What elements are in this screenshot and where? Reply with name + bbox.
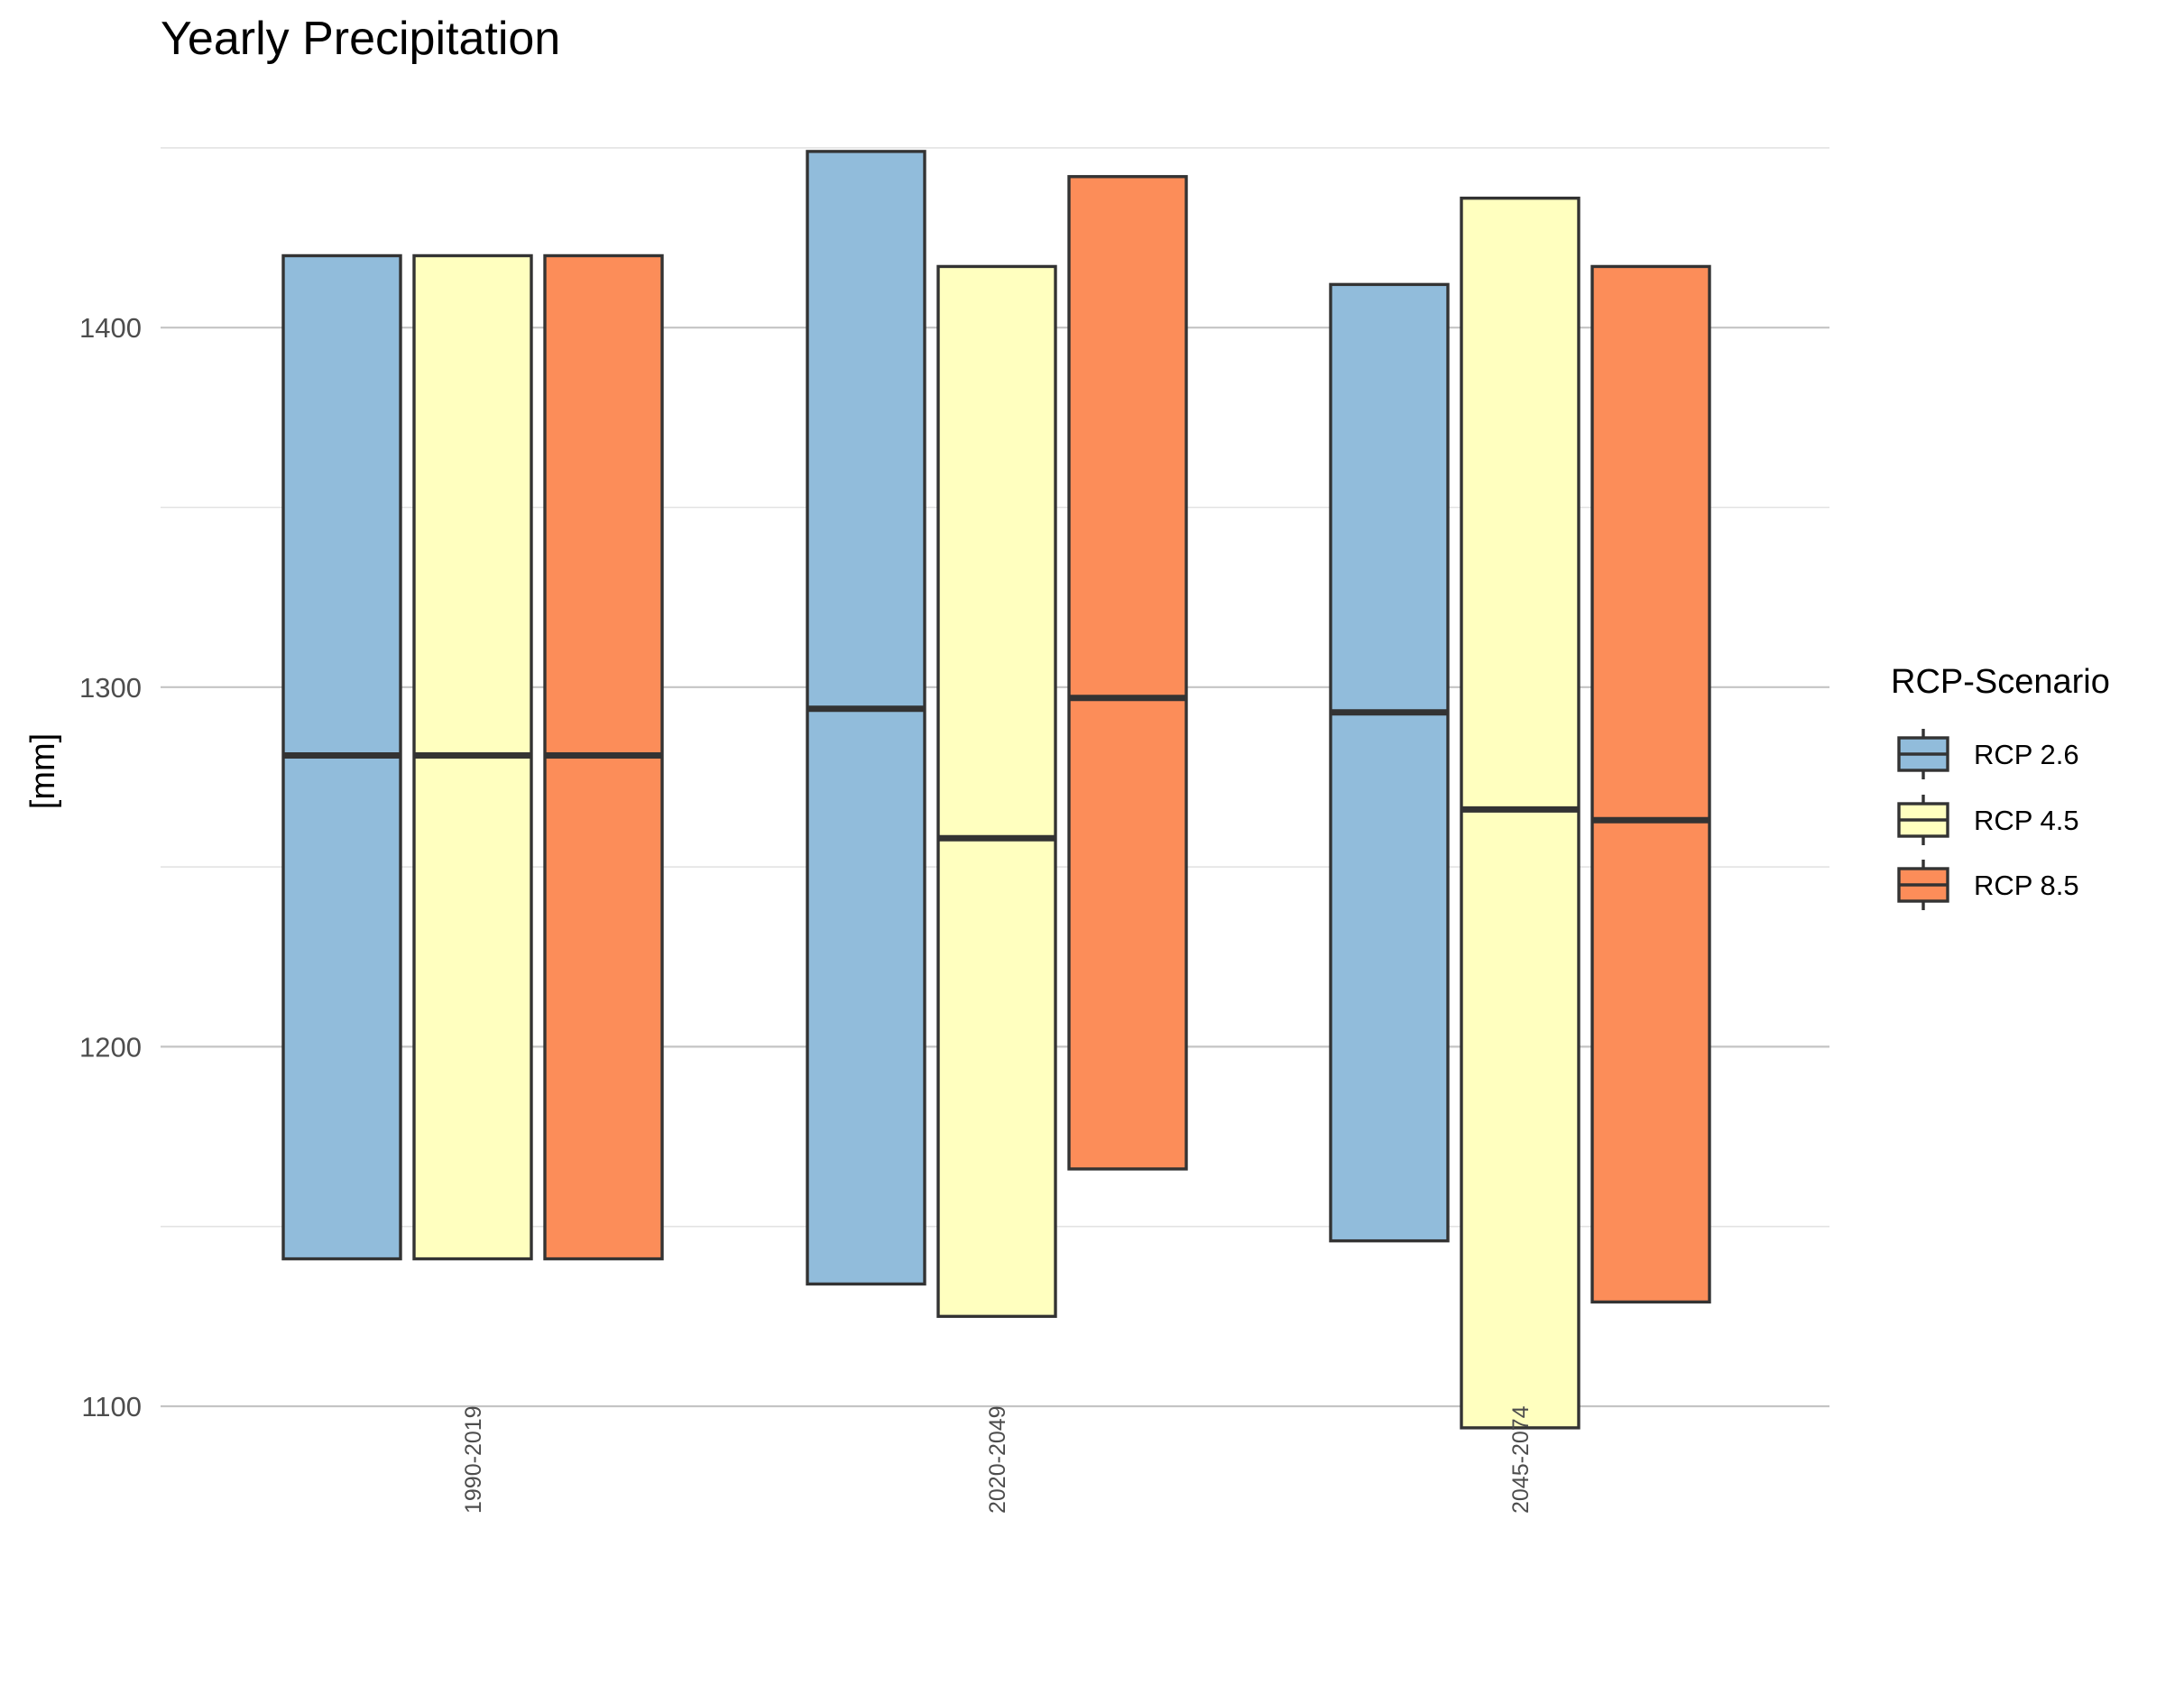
y-tick-label-3: 1400 [79, 312, 142, 344]
legend-title: RCP-Scenario [1891, 663, 2110, 701]
y-tick-label-1: 1200 [79, 1031, 142, 1063]
box-1-2 [1067, 175, 1188, 1171]
x-tick-label-2: 2045-2074 [1508, 1405, 1534, 1514]
box-2-2 [1590, 264, 1711, 1304]
bars [281, 150, 1711, 1430]
box-2-1 [1460, 197, 1580, 1430]
legend-label-0: RCP 2.6 [1974, 739, 2079, 770]
legend: RCP-Scenario RCP 2.6 RCP 4.5 RCP 8.5 [1891, 663, 2110, 910]
x-tick-label-1: 2020-2049 [985, 1405, 1010, 1514]
x-tick-label-0: 1990-2019 [461, 1405, 486, 1514]
chart-title: Yearly Precipitation [161, 13, 560, 65]
box-1-0 [806, 150, 926, 1286]
y-tick-label-0: 1100 [81, 1391, 142, 1422]
box-1-1 [936, 264, 1057, 1319]
legend-label-1: RCP 4.5 [1974, 805, 2079, 836]
y-tick-labels: 1100 1200 1300 1400 [79, 312, 142, 1422]
legend-label-2: RCP 8.5 [1974, 870, 2079, 901]
box-2-0 [1329, 282, 1450, 1243]
x-tick-labels: 1990-2019 2020-2049 2045-2074 [461, 1405, 1534, 1514]
y-axis-label: [mm] [24, 733, 62, 809]
y-tick-label-2: 1300 [79, 672, 142, 704]
